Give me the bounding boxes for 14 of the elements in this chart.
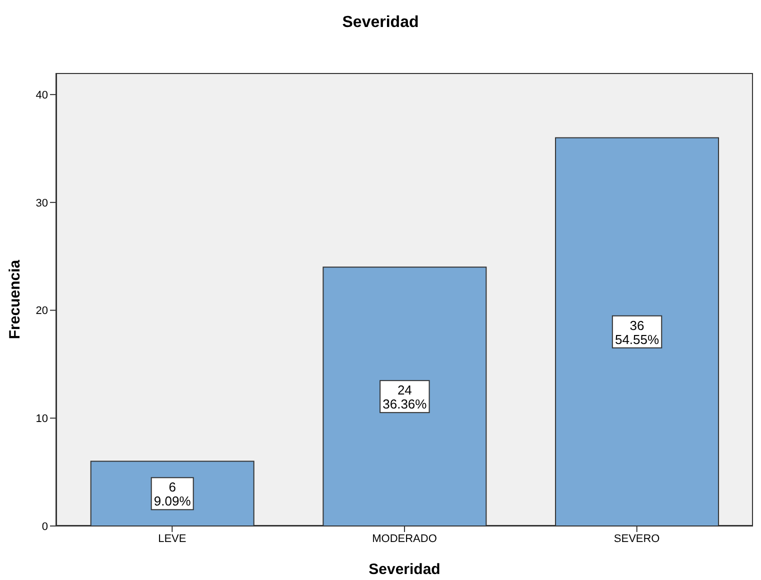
x-axis-title: Severidad	[368, 561, 440, 578]
y-tick-label: 0	[42, 520, 48, 533]
data-label: 36 54.55%	[614, 318, 660, 347]
data-label: 6 9.09%	[154, 480, 192, 509]
y-tick-label: 40	[36, 89, 48, 102]
y-tick-label: 20	[36, 305, 48, 318]
y-tick-label: 10	[36, 413, 48, 426]
chart-title: Severidad	[341, 14, 420, 32]
y-axis-title: Frecuencia	[6, 259, 24, 340]
x-tick-label: LEVE	[158, 532, 186, 545]
x-tick-label: MODERADO	[372, 532, 438, 545]
x-tick-label: SEVERO	[614, 532, 660, 545]
y-tick-label: 30	[36, 197, 48, 210]
data-label: 24 36.36%	[382, 382, 428, 412]
